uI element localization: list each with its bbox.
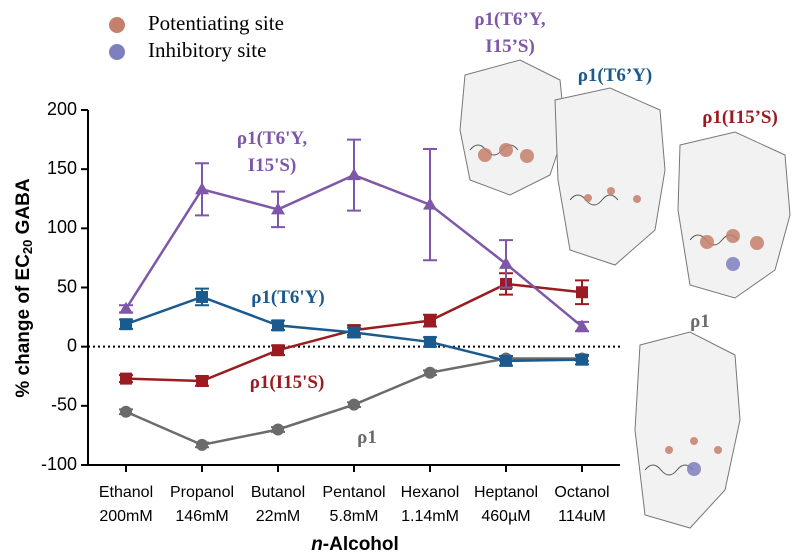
marker <box>272 319 284 332</box>
x-tick-label: Hexanol <box>401 484 460 501</box>
x-tick-sublabel: 114uM <box>558 508 606 525</box>
marker <box>424 314 436 327</box>
x-tick-sublabel: 460µM <box>481 508 530 525</box>
y-tick-label: 150 <box>47 158 77 178</box>
marker <box>272 423 284 436</box>
y-label-sub: 20 <box>20 240 35 254</box>
structure-label: ρ1 <box>690 311 710 332</box>
marker <box>499 256 513 269</box>
structure-label: ρ1(T6’Y) <box>577 65 653 86</box>
series <box>119 287 589 367</box>
marker <box>195 182 209 195</box>
marker <box>272 344 284 357</box>
series <box>119 138 589 333</box>
marker <box>120 405 132 418</box>
x-tick-label: Propanol <box>170 484 234 501</box>
y-tick-label: 100 <box>47 217 77 237</box>
y-tick-label: 200 <box>47 99 77 119</box>
x-axis-label: n-Alcohol <box>311 534 399 555</box>
y-tick-label: 50 <box>57 276 77 296</box>
legend-label: Potentiating site <box>148 11 284 35</box>
y-axis-label: % change of EC20 GABA <box>13 178 35 398</box>
marker <box>576 286 588 299</box>
x-tick-label: Octanol <box>554 484 609 501</box>
y-tick-label: -100 <box>41 454 77 474</box>
structure-2 <box>554 87 666 266</box>
x-label-main: -Alcohol <box>323 534 399 555</box>
x-tick-label: Pentanol <box>322 484 385 501</box>
x-tick-sublabel: 22mM <box>256 508 300 525</box>
marker <box>196 290 208 303</box>
y-label-main: % change of EC <box>13 254 34 398</box>
x-tick-sublabel: 146mM <box>175 508 228 525</box>
marker <box>423 197 437 210</box>
x-tick-sublabel: 200mM <box>99 508 152 525</box>
marker <box>347 168 361 181</box>
marker <box>348 326 360 339</box>
marker <box>424 335 436 348</box>
x-tick-label: Heptanol <box>474 484 538 501</box>
marker <box>348 398 360 411</box>
marker <box>576 353 588 366</box>
x-tick-label: Ethanol <box>99 484 153 501</box>
marker <box>271 202 285 215</box>
legend-swatch <box>109 44 125 60</box>
x-label-prefix: n <box>311 534 323 555</box>
structure-1 <box>459 59 566 196</box>
marker <box>196 438 208 451</box>
x-tick-sublabel: 1.14mM <box>401 508 459 525</box>
legend-label: Inhibitory site <box>148 38 266 62</box>
series-label: ρ1 <box>357 427 377 448</box>
structure-3 <box>677 131 791 299</box>
x-tick-sublabel: 5.8mM <box>330 508 379 525</box>
legend-swatch <box>109 17 125 33</box>
x-tick-label: Butanol <box>251 484 305 501</box>
marker <box>196 374 208 387</box>
structure-label: ρ1(T6’Y, I15’S) <box>474 9 546 57</box>
marker <box>120 318 132 331</box>
structure-4 <box>634 331 741 529</box>
marker <box>500 354 512 367</box>
series-label: ρ1(I15'S) <box>249 372 325 393</box>
y-tick-label: 0 <box>67 335 77 355</box>
series-label: ρ1(T6'Y, I15'S) <box>236 128 308 176</box>
marker <box>424 366 436 379</box>
structure-label: ρ1(I15’S) <box>702 107 778 128</box>
series-label: ρ1(T6'Y) <box>251 287 325 308</box>
marker <box>575 319 589 332</box>
site-markers <box>478 143 764 476</box>
y-tick-label: -50 <box>51 395 77 415</box>
y-label-suffix: GABA <box>13 178 34 240</box>
marker <box>119 301 133 314</box>
marker <box>120 372 132 385</box>
